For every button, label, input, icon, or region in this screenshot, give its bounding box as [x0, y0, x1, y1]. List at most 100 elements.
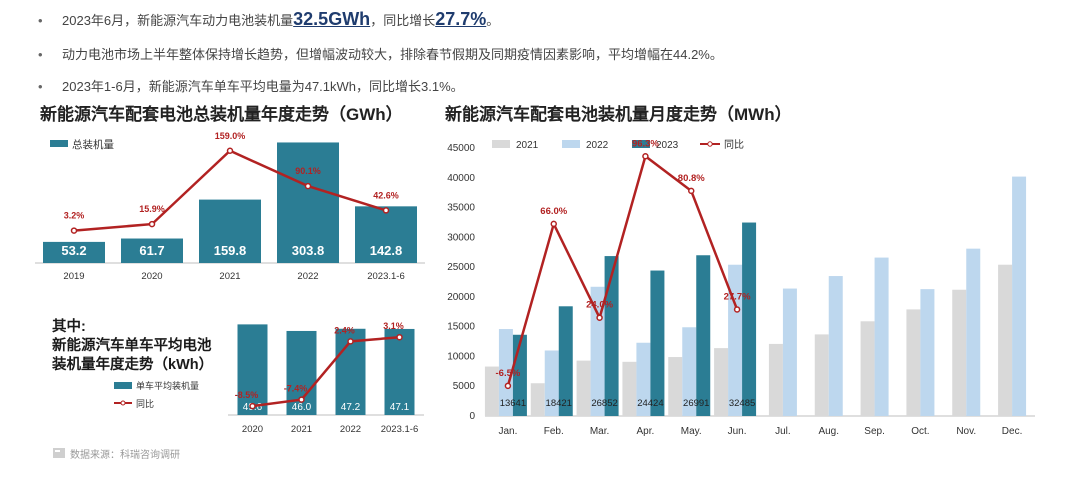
source-note: 数据来源：科瑞咨询调研: [70, 450, 180, 461]
avg-yoy-line: [252, 335, 400, 408]
monthly-x-tick: Mar.: [590, 426, 609, 437]
monthly-x-tick: May.: [681, 426, 702, 437]
annual-yoy-label: 3.2%: [64, 211, 85, 221]
monthly-bar-2021: [814, 334, 829, 416]
monthly-yoy-point: [550, 220, 557, 228]
annual-legend-label: 总装机量: [72, 138, 114, 151]
monthly-2023-label: 26991: [683, 398, 709, 409]
annual-bar: [355, 206, 417, 263]
avg-heading-line-1: 其中:: [52, 319, 86, 335]
avg-yoy-point: [249, 402, 256, 410]
bullet-dot: •: [38, 13, 43, 28]
annual-legend-swatch: [50, 140, 68, 147]
monthly-y-tick: 10000: [447, 351, 475, 362]
monthly-bar-2023: [558, 306, 573, 416]
avg-bar: [237, 324, 268, 415]
monthly-bar-2022: [966, 248, 981, 416]
bullet-2: • 动力电池市场上半年整体保持增长趋势，但增幅波动较大，排除春节假期及同期疫情因素…: [38, 44, 723, 63]
monthly-bar-2022: [636, 342, 651, 416]
monthly-bar-2023: [742, 222, 757, 416]
monthly-chart-title: 新能源汽车配套电池装机量月度走势（MWh）: [445, 105, 792, 124]
monthly-x-tick: Aug.: [818, 426, 839, 437]
annual-x-tick: 2021: [219, 271, 240, 282]
monthly-2023-label: 24424: [637, 398, 663, 409]
bullet-1-value: 32.5GWh: [293, 9, 371, 29]
monthly-x-tick: Feb.: [544, 426, 564, 437]
monthly-y-tick: 30000: [447, 232, 475, 243]
annual-yoy-point: [304, 182, 312, 190]
bullet-1-end: 。: [486, 13, 500, 28]
monthly-bar-2021: [530, 383, 545, 416]
monthly-2023-label: 18421: [546, 398, 572, 409]
monthly-2023-label: 13641: [500, 398, 526, 409]
avg-yoy-point: [298, 396, 305, 403]
monthly-bar-2021: [668, 357, 683, 416]
monthly-legend-label-2022: 2022: [586, 140, 609, 151]
avg-legend-swatch-bar: [114, 382, 132, 389]
monthly-yoy-line: [506, 154, 739, 387]
bullet-3: • 2023年1-6月，新能源汽车单车平均电量为47.1kWh，同比增长3.1%。: [38, 76, 464, 95]
avg-yoy-point: [396, 333, 403, 341]
monthly-yoy-point: [596, 314, 603, 321]
annual-x-tick: 2022: [297, 271, 318, 282]
monthly-2023-label: 26852: [591, 398, 617, 409]
monthly-legend-marker-yoy: [707, 141, 713, 147]
annual-bar-label: 159.8: [214, 243, 247, 258]
avg-x-tick: 2021: [291, 424, 312, 435]
avg-yoy-label: -8.5%: [235, 390, 259, 400]
monthly-x-tick: Oct.: [911, 426, 929, 437]
monthly-legend-swatch-2021: [492, 140, 510, 148]
monthly-bar-2022: [544, 350, 559, 416]
monthly-bar-2023: [696, 255, 711, 416]
annual-bar: [43, 241, 105, 263]
annual-yoy-label: 42.6%: [373, 190, 399, 200]
avg-bar: [384, 328, 415, 415]
monthly-yoy-label: 24.0%: [586, 300, 613, 311]
monthly-yoy-label: 80.8%: [678, 173, 705, 184]
annual-bar: [199, 199, 261, 263]
monthly-yoy-label: 66.0%: [540, 206, 567, 217]
avg-chart-heading: 其中: 新能源汽车单车平均电池 装机量年度走势（kWh）: [52, 318, 213, 375]
bullet-1-pct: 27.7%: [435, 9, 487, 29]
annual-bar: [121, 238, 183, 263]
source-icon: [53, 448, 65, 458]
annual-yoy-label: 90.1%: [295, 166, 321, 176]
annual-yoy-point: [382, 207, 390, 214]
monthly-bar-2022: [728, 264, 743, 416]
avg-legend-label-bar: 单车平均装机量: [136, 380, 199, 391]
avg-yoy-point: [347, 338, 354, 345]
monthly-x-tick: Sep.: [864, 426, 885, 437]
avg-yoy-label: -7.4%: [284, 384, 308, 394]
monthly-bar-2021: [952, 289, 967, 416]
avg-heading-line-2: 新能源汽车单车平均电池: [52, 338, 212, 354]
monthly-bar-2022: [1012, 176, 1027, 416]
monthly-y-tick: 25000: [447, 262, 475, 273]
annual-x-tick: 2020: [141, 271, 162, 282]
annual-chart-title: 新能源汽车配套电池总装机量年度走势（GWh）: [40, 105, 403, 124]
avg-x-tick: 2023.1-6: [381, 424, 419, 435]
annual-yoy-point: [70, 227, 78, 234]
avg-bar-label: 46.0: [292, 402, 312, 413]
monthly-y-tick: 35000: [447, 203, 475, 214]
monthly-yoy-point: [733, 306, 741, 313]
monthly-yoy-point: [642, 153, 649, 160]
annual-x-tick: 2019: [63, 271, 84, 282]
annual-yoy-label: 159.0%: [215, 131, 246, 141]
monthly-legend-label-yoy: 同比: [724, 139, 744, 151]
bullet-dot: •: [38, 47, 43, 62]
monthly-legend-swatch-2023: [632, 140, 650, 148]
bullet-1-mid: ，同比增长: [370, 13, 436, 28]
bullet-1: • 2023年6月，新能源汽车动力电池装机量32.5GWh，同比增长27.7%。: [38, 9, 499, 30]
monthly-bar-2022: [498, 329, 513, 416]
monthly-y-tick: 20000: [447, 292, 475, 303]
monthly-yoy-point: [688, 187, 695, 195]
monthly-bar-2021: [906, 309, 921, 416]
avg-yoy-label: 3.1%: [383, 321, 404, 331]
monthly-x-tick: Nov.: [956, 426, 976, 437]
annual-x-tick: 2023.1-6: [367, 271, 405, 282]
monthly-bar-2023: [650, 270, 665, 416]
annual-yoy-label: 15.9%: [139, 204, 165, 214]
monthly-x-tick: Dec.: [1002, 426, 1023, 437]
monthly-yoy-label: 27.7%: [724, 291, 751, 302]
